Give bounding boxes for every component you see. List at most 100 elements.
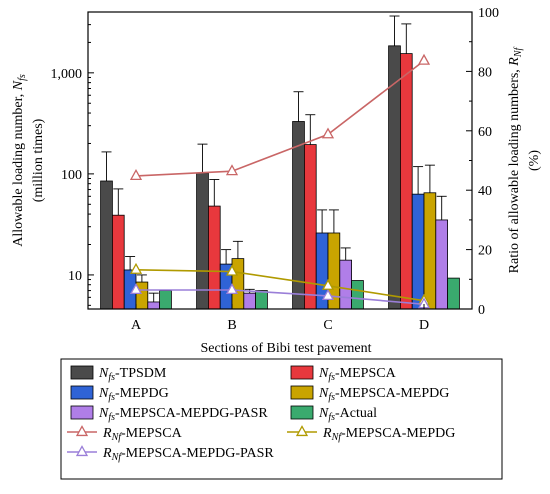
line-ratio-mepsca	[135, 60, 425, 177]
y-left-tick-label: 10	[68, 269, 82, 284]
y-right-tick-label: 80	[478, 65, 492, 80]
legend-label-text: -TPSDM	[115, 366, 167, 381]
marker-ratio-mepsca-mepdg-a	[129, 262, 143, 274]
x-tick-label: D	[419, 318, 429, 333]
bar-mepsca-mepdg-b	[231, 258, 245, 310]
legend-subscript: Nf	[111, 452, 123, 463]
y-right-tick-label: 20	[478, 244, 492, 259]
y-right-title-subscript: Nf	[513, 46, 524, 58]
bar-tpsdm-a	[100, 180, 113, 310]
marker-ratio-mepsca-mepdg-b	[225, 264, 239, 276]
bar-tpsdm-d	[388, 45, 401, 310]
legend-label-text: -Actual	[335, 406, 377, 421]
legend-item-ratio-mepsca-mepdg: RNf-MEPSCA-MEPDG	[322, 426, 455, 443]
legend-label-text: -MEPSCA	[335, 366, 397, 381]
x-tick-label: B	[227, 318, 236, 333]
y-right-tick-label: 100	[478, 6, 499, 21]
x-tick-label: A	[131, 318, 142, 333]
legend-symbol: R	[102, 426, 112, 441]
legend-swatch-mepsca	[290, 365, 314, 380]
legend-symbol: N	[98, 406, 109, 421]
bar-mepsca-a	[112, 214, 125, 310]
legend-swatch-tpsdm	[70, 365, 94, 380]
legend-subscript: Nf	[111, 432, 123, 443]
legend-item-ratio-mepsca: RNf-MEPSCA	[102, 426, 183, 443]
marker-ratio-mepsca-c	[321, 127, 335, 139]
marker-ratio-mepsca-mepdg-pasr-b	[225, 283, 239, 295]
legend-label-text: -MEPSCA-MEPDG-PASR	[121, 446, 274, 461]
marker-ratio-mepsca-d	[417, 53, 431, 65]
x-axis-title: Sections of Bibi test pavement	[200, 341, 371, 356]
legend-symbol: N	[318, 366, 329, 381]
legend-symbol: R	[102, 446, 112, 461]
legend-symbol: R	[322, 426, 332, 441]
legend-symbol: N	[98, 386, 109, 401]
y-right-tick-label: 0	[478, 303, 485, 318]
legend-item-mepsca-mepdg-pasr: Nfs-MEPSCA-MEPDG-PASR	[98, 406, 268, 423]
y-right-title-text: Ratio of allowable loading numbers,	[507, 66, 522, 274]
bar-mepsca-mepdg-pasr-b	[243, 292, 257, 310]
y-left-title-text: Allowable loading number,	[11, 90, 26, 247]
legend-item-mepdg: Nfs-MEPDG	[98, 386, 169, 403]
legend-item-actual: Nfs-Actual	[318, 406, 377, 423]
bar-mepsca-mepdg-pasr-d	[435, 219, 448, 310]
legend-subscript: fs	[328, 372, 335, 383]
legend-subscript: fs	[108, 412, 115, 423]
legend-box	[60, 358, 503, 480]
legend-subscript: fs	[328, 392, 335, 403]
marker-ratio-mepsca-b	[225, 164, 239, 176]
legend-item-mepsca-mepdg: Nfs-MEPSCA-MEPDG	[318, 386, 449, 403]
legend-marker-ratio-mepsca-mepdg-pasr	[75, 445, 89, 457]
legend-marker-ratio-mepsca	[75, 425, 89, 437]
legend-symbol: N	[98, 366, 109, 381]
legend-swatch-mepdg	[70, 385, 94, 400]
legend-label-text: -MEPSCA-MEPDG	[341, 426, 455, 441]
marker-ratio-mepsca-mepdg-pasr-c	[321, 289, 335, 301]
legend-item-ratio-mepsca-mepdg-pasr: RNf-MEPSCA-MEPDG-PASR	[102, 446, 274, 463]
legend-swatch-actual	[290, 405, 314, 420]
legend-subscript: fs	[328, 412, 335, 423]
legend-symbol: N	[318, 406, 329, 421]
legend-item-mepsca: Nfs-MEPSCA	[318, 366, 397, 383]
bar-mepsca-b	[207, 205, 221, 310]
bar-mepsca-mepdg-a	[135, 281, 149, 310]
line-ratio-mepsca-mepdg	[135, 268, 425, 302]
x-tick-label: C	[323, 318, 332, 333]
y-left-title-subscript: fs	[17, 74, 28, 81]
y-right-axis-title: Ratio of allowable loading numbers, RNf	[507, 46, 524, 273]
bar-mepsca-mepdg-pasr-c	[339, 259, 352, 310]
line-ratio-mepsca-mepdg-pasr	[136, 289, 425, 306]
legend-label-text: -MEPSCA	[121, 426, 183, 441]
legend-marker-ratio-mepsca-mepdg	[295, 425, 309, 437]
axes-layer: 10 100 1,000 0 20 40 60 80 100 A B C D Sections of Bi…	[11, 6, 542, 356]
y-left-tick-label: 1,000	[51, 67, 83, 82]
y-right-title-symbol: R	[507, 57, 522, 67]
bar-actual-c	[351, 280, 364, 310]
legend-symbol: N	[318, 386, 329, 401]
y-left-axis-subtitle: (million times)	[31, 118, 46, 202]
bar-mepsca-d	[399, 53, 413, 310]
bar-mepsca-mepdg-d	[423, 192, 437, 310]
bar-actual-d	[447, 277, 460, 310]
plot-area	[100, 15, 460, 310]
bar-actual-a	[159, 290, 172, 310]
bar-actual-b	[255, 290, 268, 310]
legend-swatch-mepsca-mepdg	[290, 385, 314, 400]
legend-item-tpsdm: Nfs-TPSDM	[98, 366, 167, 383]
y-left-title-symbol: N	[11, 80, 26, 91]
bar-tpsdm-b	[196, 172, 209, 310]
legend-label-text: -MEPSCA-MEPDG-PASR	[115, 406, 268, 421]
y-left-tick-label: 100	[61, 168, 82, 183]
y-right-tick-label: 60	[478, 125, 492, 140]
bar-mepsca-mepdg-pasr-a	[147, 301, 161, 310]
legend-swatch-mepsca-mepdg-pasr	[70, 405, 94, 420]
y-right-tick-label: 40	[478, 184, 492, 199]
legend-subscript: Nf	[331, 432, 343, 443]
y-left-axis-title: Allowable loading number, Nfs	[11, 74, 28, 247]
legend-subscript: fs	[108, 392, 115, 403]
legend-subscript: fs	[108, 372, 115, 383]
bar-mepdg-d	[411, 193, 425, 310]
